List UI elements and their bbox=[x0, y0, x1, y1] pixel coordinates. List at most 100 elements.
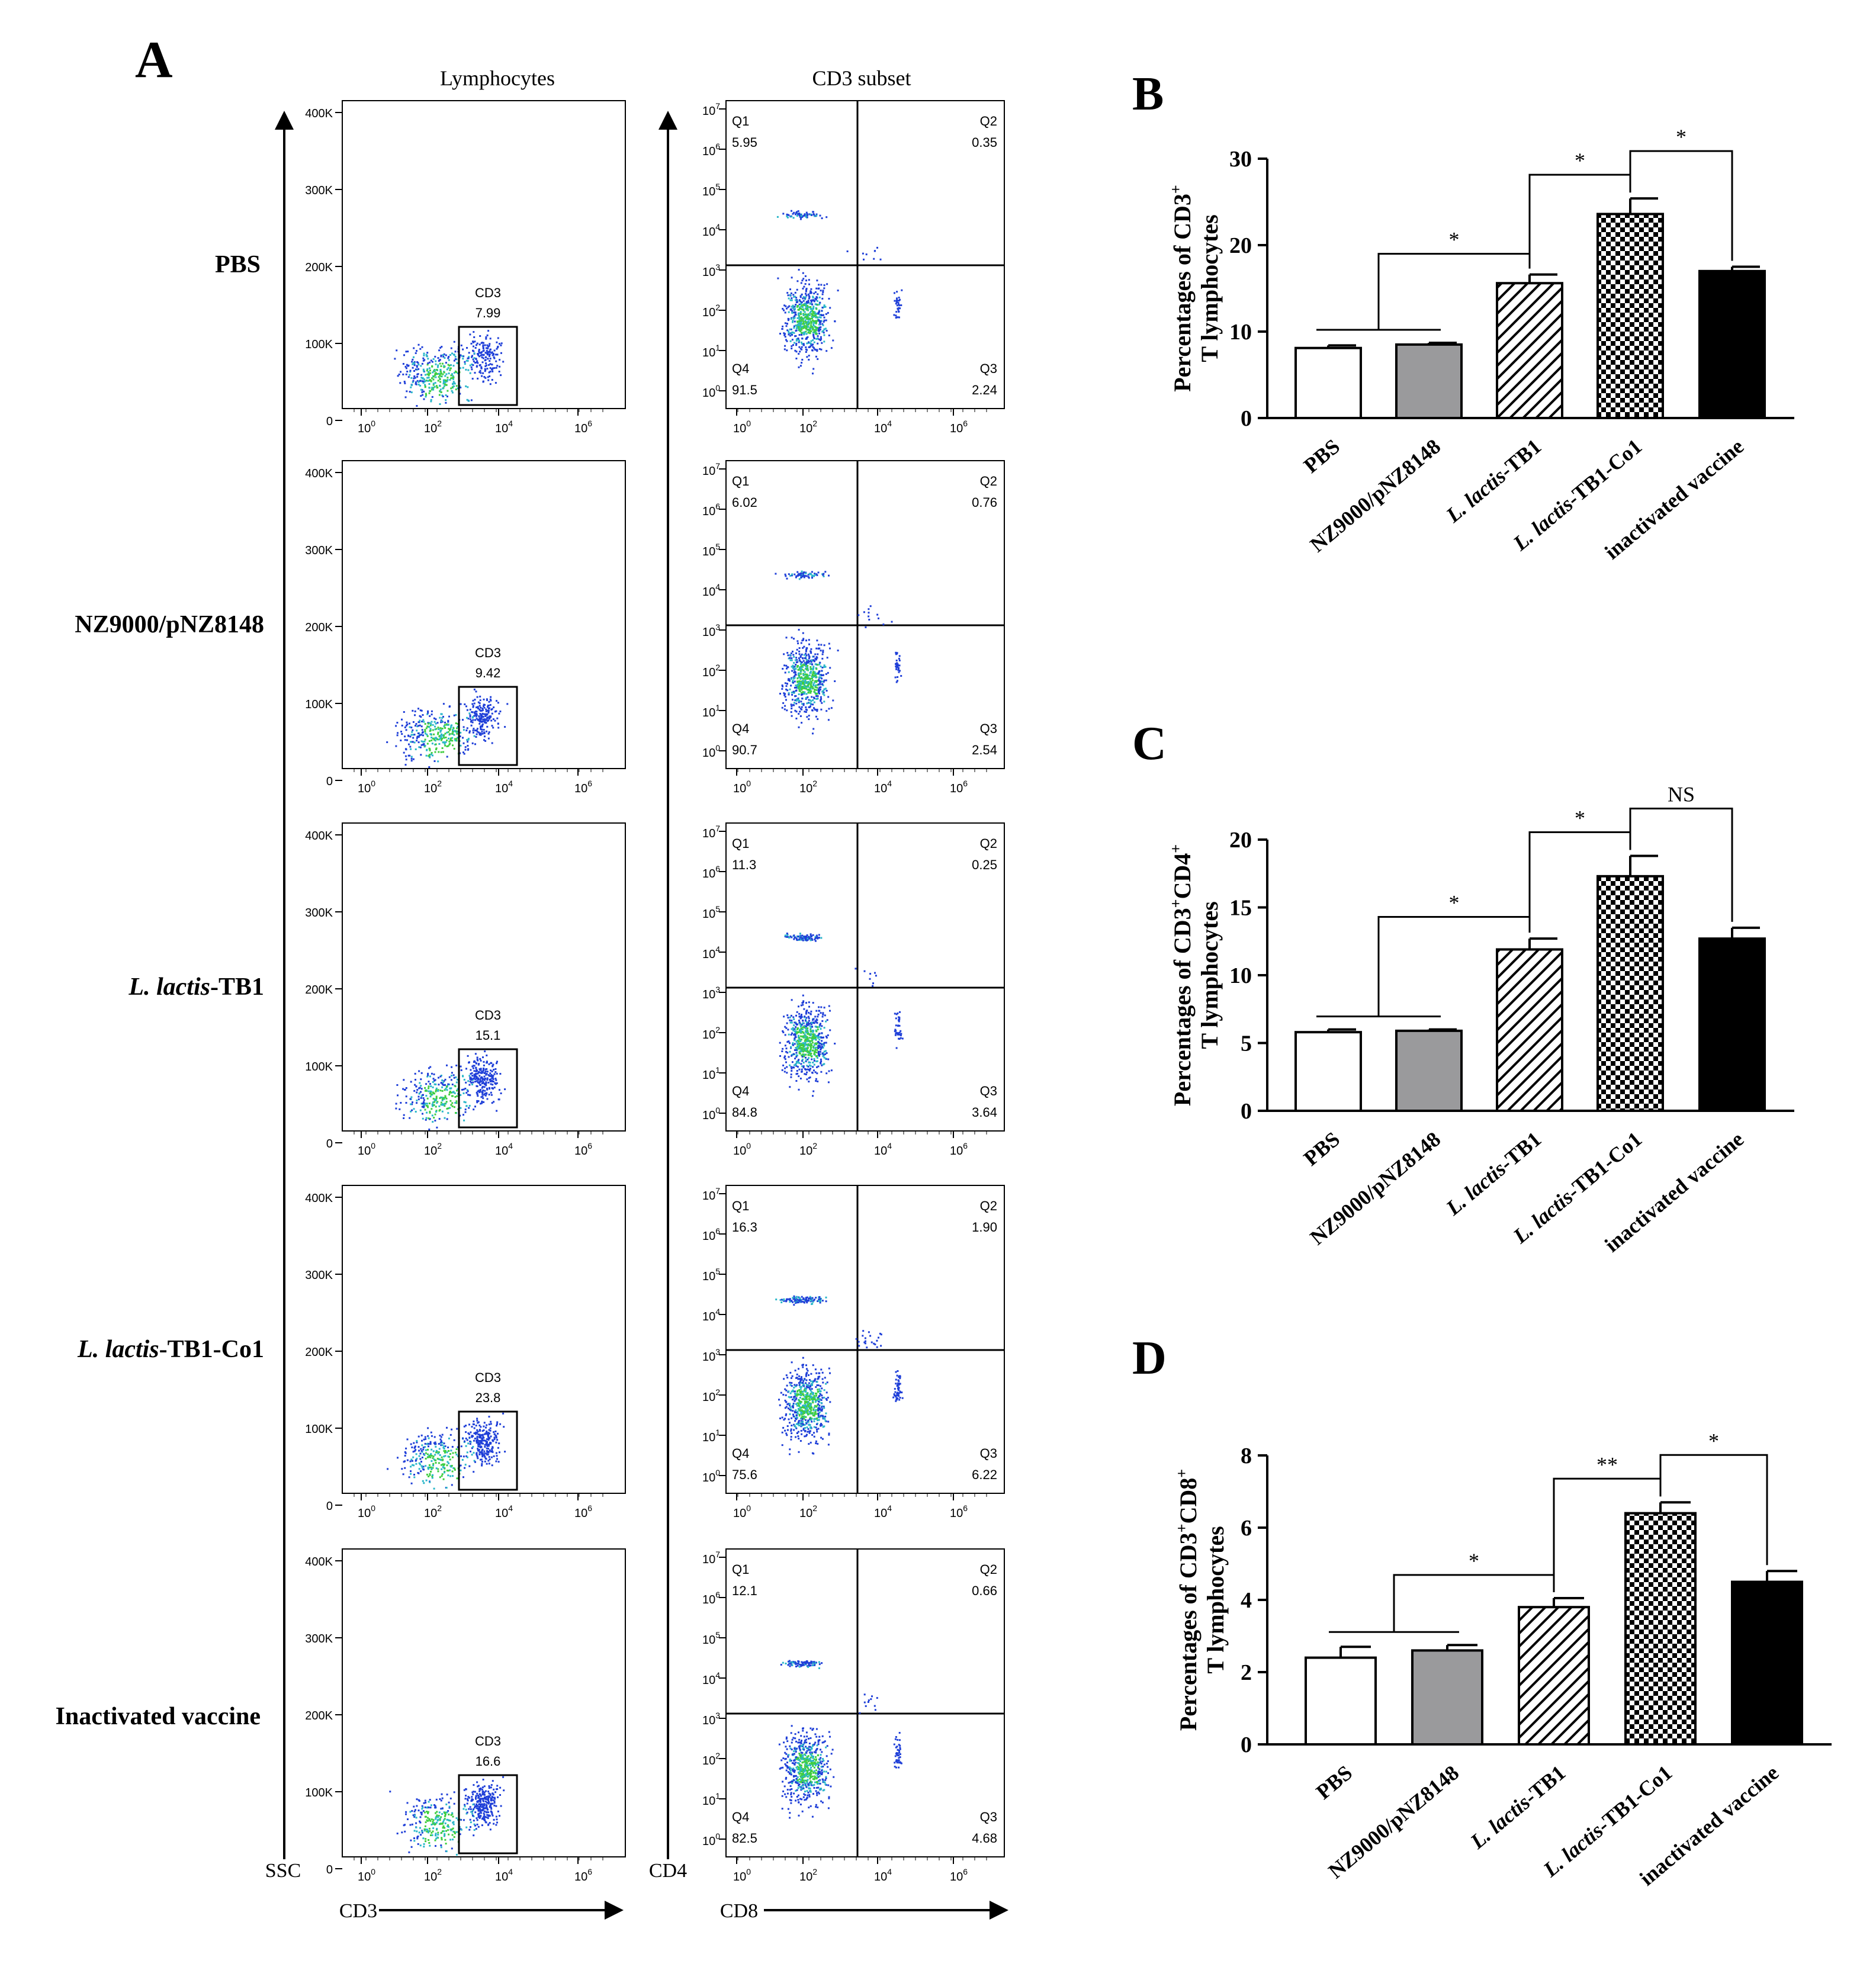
dot bbox=[814, 684, 817, 686]
dot bbox=[796, 1040, 799, 1042]
dot bbox=[426, 734, 428, 736]
dot bbox=[791, 657, 793, 660]
dot bbox=[804, 683, 805, 685]
dot bbox=[480, 725, 482, 728]
dot bbox=[475, 1425, 477, 1427]
dot bbox=[465, 705, 467, 708]
dot bbox=[428, 377, 430, 379]
dot bbox=[812, 335, 815, 337]
dot bbox=[801, 326, 804, 328]
dot bbox=[817, 1389, 819, 1391]
dot bbox=[496, 341, 498, 343]
dot bbox=[795, 684, 797, 687]
dot bbox=[473, 345, 474, 348]
dot bbox=[798, 1013, 801, 1015]
dot bbox=[802, 332, 805, 335]
dot bbox=[473, 360, 475, 362]
dot bbox=[802, 1000, 805, 1002]
dot bbox=[823, 304, 825, 307]
dot bbox=[820, 1028, 822, 1030]
dot bbox=[812, 666, 815, 668]
dot bbox=[809, 342, 812, 345]
dot bbox=[809, 705, 811, 708]
dot bbox=[808, 313, 810, 316]
dot bbox=[415, 1459, 417, 1461]
dot bbox=[801, 689, 803, 691]
dot bbox=[794, 686, 796, 689]
dot bbox=[797, 1422, 799, 1425]
dot bbox=[811, 1040, 813, 1042]
ssc-tick-label: 400K bbox=[305, 1192, 333, 1205]
dot bbox=[898, 1031, 901, 1034]
dot bbox=[809, 1013, 812, 1015]
dot bbox=[425, 1458, 427, 1460]
dot bbox=[795, 358, 798, 359]
dot bbox=[395, 1103, 397, 1105]
dot bbox=[819, 1299, 821, 1301]
dot bbox=[806, 318, 808, 320]
dot bbox=[478, 1443, 481, 1445]
dot bbox=[434, 740, 436, 742]
dot bbox=[793, 306, 795, 308]
dot bbox=[469, 1076, 471, 1079]
dot bbox=[809, 668, 812, 670]
dot bbox=[442, 703, 445, 705]
dot bbox=[790, 1046, 792, 1048]
dot bbox=[809, 939, 812, 941]
dot bbox=[800, 574, 802, 577]
dot bbox=[805, 330, 807, 333]
dot bbox=[416, 725, 419, 728]
dot bbox=[789, 1019, 791, 1021]
dot bbox=[480, 715, 483, 717]
dot bbox=[806, 1036, 808, 1038]
dot bbox=[823, 1405, 825, 1407]
dot bbox=[798, 699, 801, 702]
dot bbox=[818, 310, 820, 313]
dot bbox=[424, 380, 426, 383]
dot bbox=[808, 295, 810, 297]
dot bbox=[820, 284, 823, 286]
dot bbox=[820, 348, 823, 351]
dot bbox=[796, 687, 798, 689]
dot bbox=[438, 1084, 440, 1086]
dot bbox=[799, 1050, 801, 1052]
dot bbox=[417, 1446, 420, 1448]
dot bbox=[795, 668, 797, 670]
dot bbox=[801, 570, 803, 573]
dot bbox=[478, 1071, 481, 1074]
dot bbox=[805, 1374, 807, 1375]
dot bbox=[480, 733, 482, 735]
cd4-tick-label: 106 bbox=[702, 864, 720, 880]
dot bbox=[443, 737, 445, 739]
dot bbox=[474, 1061, 476, 1063]
dot bbox=[805, 214, 808, 217]
dot bbox=[420, 716, 422, 718]
dot bbox=[825, 1020, 827, 1023]
dot bbox=[488, 1063, 490, 1065]
dot bbox=[792, 1413, 794, 1416]
dot bbox=[813, 707, 815, 709]
dot bbox=[420, 1088, 423, 1090]
dot bbox=[479, 1058, 481, 1060]
dot bbox=[486, 1068, 488, 1070]
dot bbox=[811, 344, 813, 346]
dot bbox=[894, 1013, 896, 1015]
cd8-tick-label: 100 bbox=[733, 1141, 751, 1158]
dot bbox=[488, 1423, 490, 1426]
dot bbox=[791, 345, 793, 348]
dot bbox=[485, 1440, 487, 1442]
dot bbox=[868, 608, 870, 610]
dot bbox=[430, 1431, 432, 1434]
dot bbox=[821, 1040, 823, 1042]
dot bbox=[813, 1426, 815, 1428]
dot bbox=[802, 666, 804, 668]
dot bbox=[796, 1070, 798, 1072]
dot bbox=[812, 675, 815, 677]
dot bbox=[487, 345, 489, 348]
dot bbox=[789, 1299, 791, 1301]
lymphocyte-dots bbox=[387, 1412, 506, 1490]
dot bbox=[804, 671, 806, 673]
dot bbox=[409, 754, 411, 757]
dot bbox=[795, 652, 797, 654]
dot bbox=[787, 654, 789, 657]
